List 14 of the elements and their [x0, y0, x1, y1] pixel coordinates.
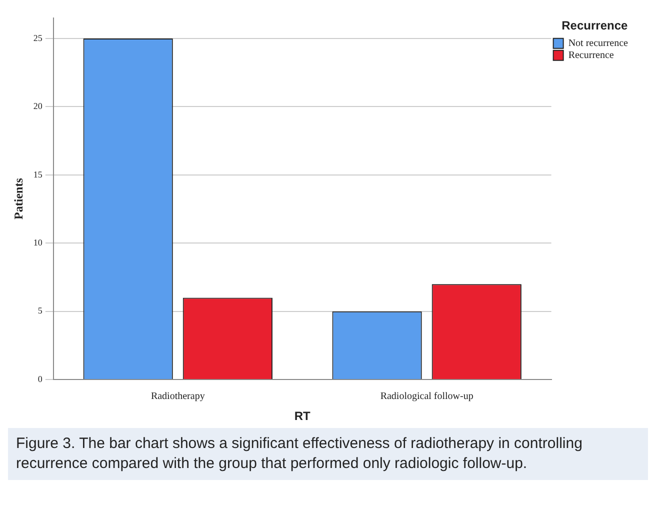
x-axis-title: RT [294, 409, 312, 424]
y-tick-label: 25 [33, 32, 43, 43]
legend-label: Recurrence [568, 50, 614, 62]
legend-label: Not recurrence [568, 38, 629, 50]
y-tick-label: 10 [33, 238, 43, 248]
x-tick-label: Radiological follow-up [380, 391, 474, 402]
legend-title: Recurrence [562, 18, 628, 32]
y-tick-label: 5 [38, 306, 43, 316]
y-tick-label: 20 [33, 101, 43, 112]
y-tick-label: 15 [33, 169, 43, 180]
y-axis-title: Patients [11, 178, 26, 220]
x-tick-label: Radiotherapy [150, 391, 205, 402]
caption: Figure 3. The bar chart shows a significant effectiveness of radiotherapy in controlling recurrence compared with the group that performed only radiologic follow-up. [8, 428, 648, 480]
y-tick-label: 0 [38, 374, 43, 384]
